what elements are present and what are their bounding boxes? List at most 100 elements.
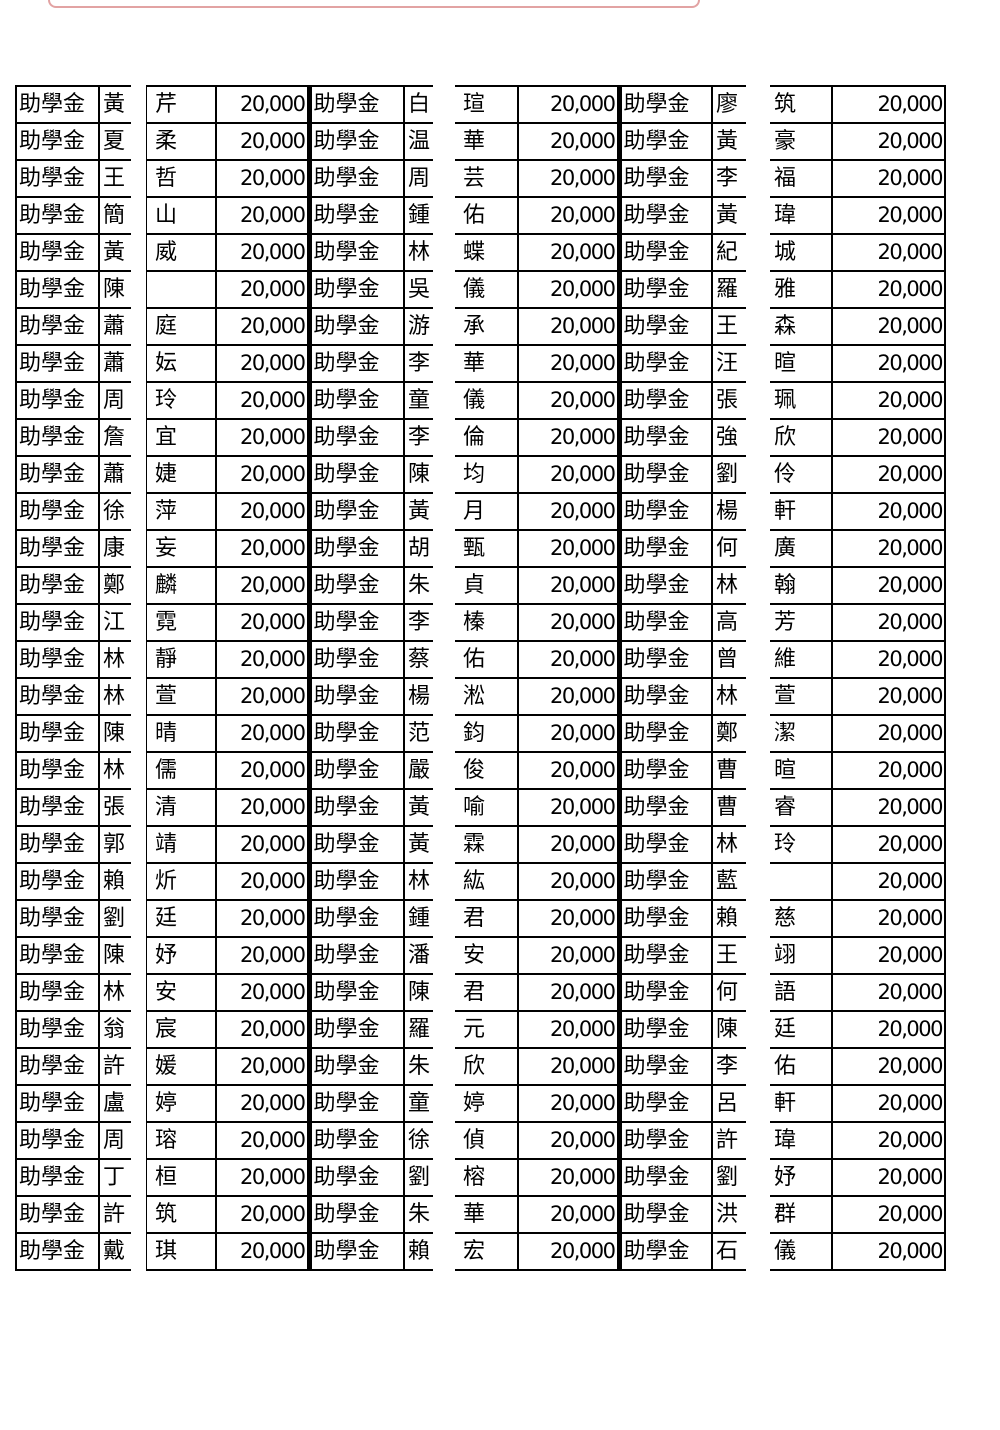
- given-name-cell: 清: [145, 788, 217, 827]
- label-cell: 助學金: [15, 566, 100, 605]
- label-cell: 助學金: [306, 492, 405, 531]
- given-name-cell: 潔: [764, 714, 833, 753]
- amount-cell: 20,000: [215, 1084, 310, 1123]
- given-name-cell: 芳: [764, 603, 833, 642]
- amount-cell: 20,000: [831, 1232, 946, 1271]
- given-name-cell: 森: [764, 307, 833, 346]
- amount-cell: 20,000: [831, 159, 946, 198]
- amount-cell: 20,000: [517, 566, 620, 605]
- label-cell: 助學金: [15, 529, 100, 568]
- label-cell: 助學金: [306, 1010, 405, 1049]
- given-name-cell: 語: [764, 973, 833, 1012]
- given-name-cell: 維: [764, 640, 833, 679]
- label-cell: 助學金: [616, 1121, 713, 1160]
- amount-cell: 20,000: [517, 936, 620, 975]
- label-cell: 助學金: [616, 122, 713, 161]
- given-name-cell: [764, 862, 833, 901]
- label-cell: 助學金: [616, 973, 713, 1012]
- top-frame: [48, 0, 700, 8]
- label-cell: 助學金: [616, 603, 713, 642]
- given-name-cell: 麟: [145, 566, 217, 605]
- amount-cell: 20,000: [831, 825, 946, 864]
- given-name-cell: 瑋: [764, 1121, 833, 1160]
- label-cell: 助學金: [306, 196, 405, 235]
- label-cell: 助學金: [306, 714, 405, 753]
- table-row: 助學金賴炘 20,000 助學金林紘 20,000 助學金藍 20,000: [15, 862, 946, 901]
- amount-cell: 20,000: [831, 122, 946, 161]
- amount-cell: 20,000: [831, 381, 946, 420]
- given-name-cell: 柔: [145, 122, 217, 161]
- given-name-cell: 睿: [764, 788, 833, 827]
- given-name-cell: 福: [764, 159, 833, 198]
- table-row: 助學金周瑢 20,000 助學金徐偵 20,000 助學金許瑋 20,000: [15, 1121, 946, 1160]
- given-name-cell: 喻: [453, 788, 519, 827]
- label-cell: 助學金: [15, 1195, 100, 1234]
- amount-cell: 20,000: [215, 1195, 310, 1234]
- amount-cell: 20,000: [831, 1121, 946, 1160]
- label-cell: 助學金: [616, 159, 713, 198]
- label-cell: 助學金: [15, 159, 100, 198]
- amount-cell: 20,000: [517, 640, 620, 679]
- given-name-cell: 榛: [453, 603, 519, 642]
- amount-cell: 20,000: [517, 714, 620, 753]
- table-row: 助學金許筑 20,000 助學金朱華 20,000 助學金洪群 20,000: [15, 1195, 946, 1234]
- table-row: 助學金黃威 20,000 助學金林蝶 20,000 助學金紀城 20,000: [15, 233, 946, 272]
- given-name-cell: 宏: [453, 1232, 519, 1271]
- amount-cell: 20,000: [831, 677, 946, 716]
- amount-cell: 20,000: [215, 1232, 310, 1271]
- given-name-cell: 玲: [764, 825, 833, 864]
- amount-cell: 20,000: [215, 1158, 310, 1197]
- label-cell: 助學金: [306, 640, 405, 679]
- given-name-cell: 霖: [453, 825, 519, 864]
- amount-cell: 20,000: [831, 418, 946, 457]
- label-cell: 助學金: [616, 418, 713, 457]
- given-name-cell: 君: [453, 899, 519, 938]
- label-cell: 助學金: [616, 381, 713, 420]
- given-name-cell: 筑: [764, 85, 833, 124]
- amount-cell: 20,000: [517, 1084, 620, 1123]
- given-name-cell: 群: [764, 1195, 833, 1234]
- label-cell: 助學金: [616, 566, 713, 605]
- amount-cell: 20,000: [215, 196, 310, 235]
- label-cell: 助學金: [306, 344, 405, 383]
- given-name-cell: 妘: [145, 344, 217, 383]
- label-cell: 助學金: [15, 1047, 100, 1086]
- table-row: 助學金江霓 20,000 助學金李榛 20,000 助學金高芳 20,000: [15, 603, 946, 642]
- given-name-cell: 芹: [145, 85, 217, 124]
- given-name-cell: 庭: [145, 307, 217, 346]
- label-cell: 助學金: [306, 381, 405, 420]
- amount-cell: 20,000: [215, 899, 310, 938]
- table-row: 助學金夏柔 20,000 助學金温華 20,000 助學金黃豪 20,000: [15, 122, 946, 161]
- given-name-cell: 琪: [145, 1232, 217, 1271]
- amount-cell: 20,000: [215, 825, 310, 864]
- amount-cell: 20,000: [831, 936, 946, 975]
- given-name-cell: 蝶: [453, 233, 519, 272]
- amount-cell: 20,000: [831, 862, 946, 901]
- table-row: 助學金翁宸 20,000 助學金羅元 20,000 助學金陳廷 20,000: [15, 1010, 946, 1049]
- label-cell: 助學金: [616, 714, 713, 753]
- amount-cell: 20,000: [517, 862, 620, 901]
- given-name-cell: 淞: [453, 677, 519, 716]
- label-cell: 助學金: [306, 307, 405, 346]
- given-name-cell: 妤: [764, 1158, 833, 1197]
- given-name-cell: 雅: [764, 270, 833, 309]
- given-name-cell: 欣: [453, 1047, 519, 1086]
- table-row: 助學金陳 20,000 助學金吳儀 20,000 助學金羅雅 20,000: [15, 270, 946, 309]
- label-cell: 助學金: [306, 233, 405, 272]
- amount-cell: 20,000: [215, 455, 310, 494]
- label-cell: 助學金: [616, 233, 713, 272]
- label-cell: 助學金: [306, 1084, 405, 1123]
- given-name-cell: 筑: [145, 1195, 217, 1234]
- table-row: 助學金丁桓 20,000 助學金劉榕 20,000 助學金劉妤 20,000: [15, 1158, 946, 1197]
- label-cell: 助學金: [15, 492, 100, 531]
- amount-cell: 20,000: [517, 529, 620, 568]
- given-name-cell: 貞: [453, 566, 519, 605]
- amount-cell: 20,000: [517, 307, 620, 346]
- table-row: 助學金陳晴 20,000 助學金范鈞 20,000 助學金鄭潔 20,000: [15, 714, 946, 753]
- amount-cell: 20,000: [215, 788, 310, 827]
- label-cell: 助學金: [306, 899, 405, 938]
- amount-cell: 20,000: [517, 418, 620, 457]
- table-body: 助學金黃芹 20,000 助學金白瑄 20,000 助學金廖筑 20,000 助學金夏柔 20…: [15, 85, 946, 1271]
- amount-cell: 20,000: [831, 307, 946, 346]
- amount-cell: 20,000: [517, 381, 620, 420]
